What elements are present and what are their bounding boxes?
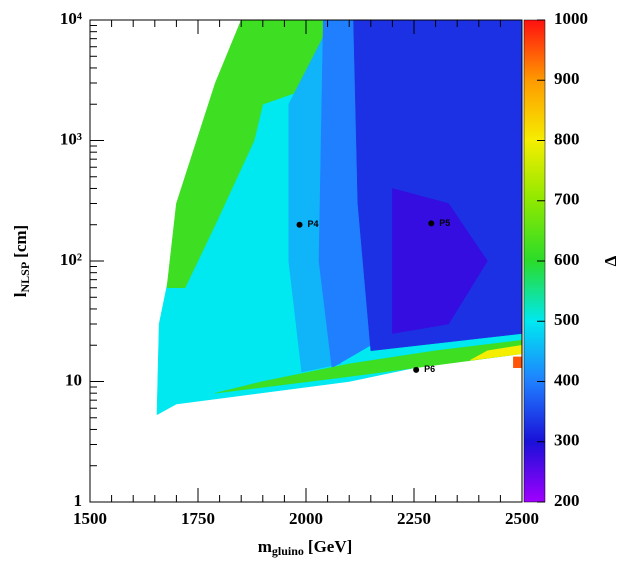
x-tick-label: 1500: [73, 509, 107, 528]
x-label-sub: gluino: [272, 544, 304, 558]
z-tick-label: 1000: [554, 9, 588, 28]
y-tick-label: 10³: [60, 129, 82, 148]
z-tick-label: 400: [554, 370, 580, 389]
y-tick-label: 1: [74, 491, 83, 510]
y-label-unit: [cm]: [11, 225, 30, 258]
benchmark-point: [428, 220, 435, 227]
z-tick-label: 700: [554, 190, 580, 209]
heat-region: [513, 356, 523, 369]
x-tick-label: 2500: [505, 509, 539, 528]
z-tick-label: 200: [554, 491, 580, 510]
y-tick-label: 10²: [60, 250, 82, 269]
point-label: P4: [308, 219, 319, 229]
y-tick-label: 10: [65, 370, 82, 389]
plot-area: [156, 19, 523, 416]
z-tick-label: 600: [554, 250, 580, 269]
heat-region: [392, 188, 488, 334]
y-tick-label: 10⁴: [60, 9, 82, 28]
x-tick-label: 2250: [397, 509, 431, 528]
benchmark-point: [413, 366, 420, 373]
x-label-main: m: [258, 537, 272, 556]
x-tick-label: 1750: [181, 509, 215, 528]
z-tick-label: 300: [554, 431, 580, 450]
y-label-main: l: [11, 292, 30, 297]
heat-region: [215, 339, 523, 394]
x-label-unit: [GeV]: [308, 537, 352, 556]
point-label: P6: [424, 364, 435, 374]
z-axis-label: Δ: [601, 255, 620, 266]
y-axis-label: lNLSP [cm]: [11, 225, 32, 297]
x-axis-label: mgluino [GeV]: [258, 537, 353, 558]
x-tick-label: 2000: [289, 509, 323, 528]
z-tick-label: 800: [554, 129, 580, 148]
z-tick-label: 900: [554, 69, 580, 88]
point-label: P5: [439, 218, 450, 228]
y-label-sub: NLSP: [18, 262, 32, 293]
benchmark-point: [296, 221, 303, 228]
z-tick-label: 500: [554, 310, 580, 329]
